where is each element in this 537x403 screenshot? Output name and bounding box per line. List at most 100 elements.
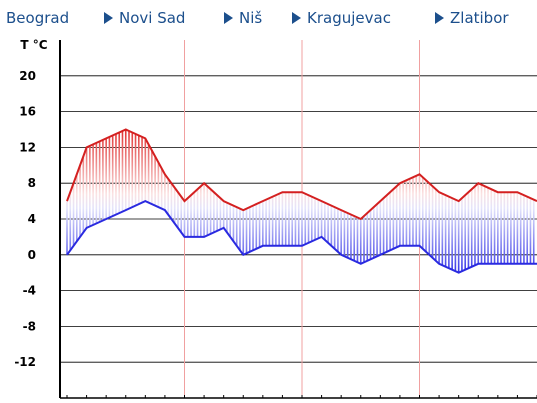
band-hatch <box>160 168 163 209</box>
band-hatch <box>284 192 287 246</box>
y-tick-label: 12 <box>19 140 36 154</box>
band-hatch <box>219 198 222 230</box>
tab-kragujevac[interactable]: Kragujevac <box>292 9 391 27</box>
y-tick-labels: 20 16 12 8 4 0 -4 -8 -12 <box>14 69 36 369</box>
band-hatch <box>441 193 444 266</box>
tab-label: Novi Sad <box>119 9 186 27</box>
band-hatch <box>265 199 267 246</box>
band-hatch <box>425 180 427 252</box>
band-hatch <box>519 193 522 264</box>
band-hatch <box>467 192 470 269</box>
band-hatch <box>170 183 173 219</box>
band-hatch <box>497 192 499 264</box>
band-hatch <box>131 132 134 208</box>
band-hatch <box>399 183 401 246</box>
band-hatch <box>389 192 391 251</box>
band-hatch <box>190 195 192 237</box>
band-hatch <box>154 156 156 206</box>
band-hatch <box>532 199 535 264</box>
band-hatch <box>457 201 460 273</box>
band-hatch <box>141 136 143 203</box>
band-hatch <box>395 186 398 248</box>
band-hatch <box>245 208 248 254</box>
band-hatch <box>278 193 280 246</box>
band-hatch <box>186 198 189 237</box>
band-hatch <box>271 196 274 246</box>
band-hatch <box>483 186 486 264</box>
band-hatch <box>72 183 75 246</box>
band-hatch <box>490 189 493 264</box>
band-hatch <box>346 213 349 258</box>
band-hatch <box>294 192 297 246</box>
band-hatch <box>226 202 228 233</box>
band-hatch <box>451 198 453 270</box>
band-hatch <box>121 130 124 212</box>
band-hatch <box>415 175 418 246</box>
band-hatch <box>75 174 78 242</box>
y-tick-label: 0 <box>28 248 36 262</box>
band-hatch <box>268 198 271 246</box>
axes <box>59 40 537 399</box>
y-tick-label: 8 <box>28 176 36 190</box>
band-hatch <box>366 213 369 261</box>
band-hatch <box>523 195 525 264</box>
y-tick-label: -12 <box>14 355 36 369</box>
band-hatch <box>474 186 476 266</box>
band-hatch <box>79 165 81 237</box>
band-hatch <box>203 183 205 237</box>
series-lines <box>66 128 537 274</box>
band-hatch <box>464 195 466 270</box>
tab-beograd[interactable]: Beograd <box>6 9 69 27</box>
band-hatch <box>304 193 307 245</box>
band-hatch <box>324 202 326 240</box>
band-hatch <box>510 192 512 264</box>
band-hatch <box>206 186 209 236</box>
band-hatch <box>330 205 333 246</box>
band-hatch <box>526 196 529 264</box>
band-hatch <box>353 216 356 261</box>
band-hatch <box>98 141 101 222</box>
band-hatch <box>239 208 241 251</box>
band-hatch <box>82 156 85 233</box>
band-hatch <box>147 144 150 203</box>
tab-novi-sad[interactable]: Novi Sad <box>104 9 185 27</box>
band-hatch <box>229 204 231 237</box>
band-hatch <box>222 201 225 228</box>
band-hatch <box>500 192 502 264</box>
band-hatch <box>477 183 480 264</box>
series-min-line <box>66 199 537 274</box>
band-hatch <box>320 201 323 237</box>
tab-nis[interactable]: Niš <box>224 9 262 27</box>
band-hatch <box>124 129 127 211</box>
y-tick-label: 4 <box>28 212 36 226</box>
band-hatch <box>180 196 183 233</box>
band-hatch <box>448 196 450 269</box>
band-hatch <box>118 132 121 214</box>
band-hatch <box>529 198 532 264</box>
temperature-band <box>66 129 535 273</box>
tab-zlatibor[interactable]: Zlatibor <box>435 9 509 27</box>
band-hatch <box>216 195 218 231</box>
band-hatch <box>379 201 382 255</box>
band-hatch <box>333 207 336 249</box>
band-hatch <box>444 195 447 267</box>
band-hatch <box>288 192 290 246</box>
band-hatch <box>66 201 68 255</box>
band-hatch <box>232 205 235 242</box>
band-hatch <box>438 192 440 264</box>
band-hatch <box>307 195 310 243</box>
arrow-right-icon <box>224 11 233 24</box>
band-hatch <box>356 217 359 263</box>
tab-label: Zlatibor <box>450 9 509 27</box>
band-hatch <box>314 198 316 240</box>
band-hatch <box>435 189 437 261</box>
band-hatch <box>291 192 294 246</box>
band-hatch <box>209 189 212 234</box>
band-hatch <box>418 174 421 246</box>
band-hatch <box>262 201 264 246</box>
band-hatch <box>343 211 346 257</box>
band-hatch <box>506 192 509 264</box>
band-hatch <box>89 145 91 227</box>
band-hatch <box>386 195 388 252</box>
